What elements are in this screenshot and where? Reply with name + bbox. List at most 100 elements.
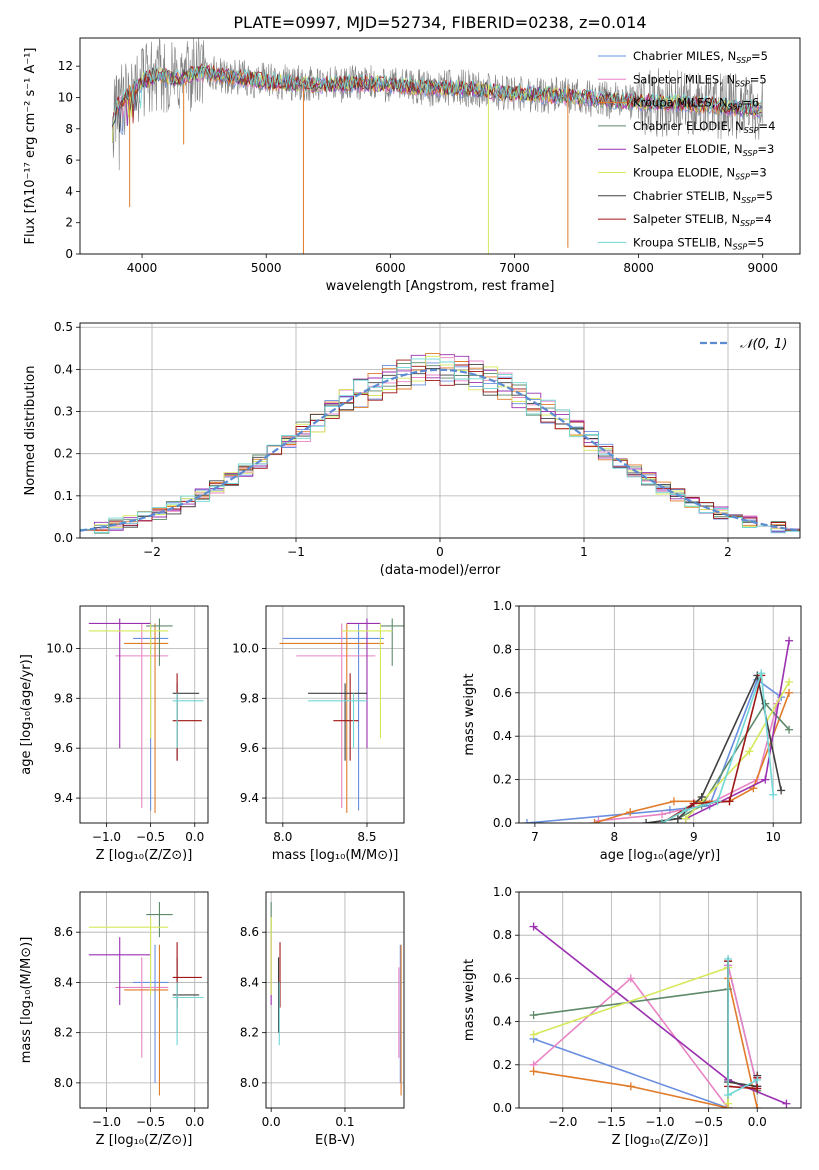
y-tick-label: 0.2 xyxy=(54,447,73,461)
mass-vs-metallicity-panel: −1.0 −0.5 0.0 8.0 8.2 8.4 8.6 Z [log₁₀(Z/Z⊙)] ma… xyxy=(19,891,209,1148)
y-tick-label: 8.0 xyxy=(240,1076,259,1090)
x-tick-label: 9 xyxy=(690,830,698,844)
legend-entry-kroupa-stelib: Kroupa STELIB, NSSP=5 xyxy=(633,235,764,251)
data-point xyxy=(724,1091,733,1100)
data-point xyxy=(626,1082,635,1091)
x-axis-label: Z [log₁₀(Z/Z⊙)] xyxy=(96,1133,193,1148)
data-point xyxy=(657,819,666,823)
data-point xyxy=(777,786,786,795)
y-tick-label: 0.8 xyxy=(493,642,512,656)
x-tick-label: 4000 xyxy=(127,261,158,275)
y-tick-label: 0.8 xyxy=(493,928,512,942)
y-tick-label: 4 xyxy=(65,184,73,198)
series-kroupa-miles xyxy=(529,974,762,1108)
plot-area xyxy=(279,618,404,814)
y-tick-label: 0 xyxy=(65,247,73,261)
y-tick-label: 0.6 xyxy=(493,971,512,985)
x-tick-label: 8000 xyxy=(623,261,654,275)
y-tick-label: 0.0 xyxy=(493,816,512,830)
legend-entry-salpeter-miles: Salpeter MILES, NSSP=5 xyxy=(633,72,767,88)
error-cross-kroupa-elodie xyxy=(88,623,169,739)
y-tick-label: 9.8 xyxy=(240,691,259,705)
x-tick-label: −1.0 xyxy=(645,1115,674,1129)
x-tick-label: −2 xyxy=(143,545,161,559)
y-axis-label: Flux [fλ10⁻¹⁷ erg cm⁻² s⁻¹ A⁻¹] xyxy=(23,48,38,245)
error-cross-kroupa-stelib xyxy=(308,693,367,749)
spectrum-legend: Chabrier MILES, NSSP=5 Salpeter MILES, NS… xyxy=(598,49,775,251)
y-tick-label: 8.2 xyxy=(54,1026,73,1040)
y-tick-label: 0.2 xyxy=(493,773,512,787)
x-axis-label: age [log₁₀(age/yr)] xyxy=(600,848,721,863)
x-tick-label: −2.0 xyxy=(548,1115,577,1129)
error-cross-salpeter-miles xyxy=(296,623,376,809)
y-tick-label: 6 xyxy=(65,153,73,167)
y-tick-label: 10 xyxy=(58,90,73,104)
legend-entry-kroupa-miles: Kroupa MILES, NSSP=6 xyxy=(633,96,759,112)
data-point xyxy=(529,1011,538,1020)
y-tick-label: 0.1 xyxy=(54,489,73,503)
series-line xyxy=(533,965,758,1108)
data-point xyxy=(669,797,678,806)
y-tick-label: 10.0 xyxy=(232,641,259,655)
y-tick-label: 8.4 xyxy=(54,975,73,989)
x-tick-label: 0.0 xyxy=(748,1115,767,1129)
data-point xyxy=(529,1030,538,1039)
y-axis-label: mass weight xyxy=(462,959,477,1041)
x-tick-label: −1 xyxy=(287,545,305,559)
x-tick-label: 8.5 xyxy=(357,830,376,844)
axes-frame xyxy=(79,605,209,824)
plot-area xyxy=(88,902,204,1096)
legend-entry-chabrier-elodie: Chabrier ELODIE, NSSP=4 xyxy=(633,119,775,135)
x-tick-label: −0.5 xyxy=(694,1115,723,1129)
model-spectrum-line-chabrier-elodie xyxy=(111,65,763,128)
series-kroupa-stelib xyxy=(657,669,778,823)
data-point xyxy=(657,810,666,819)
error-cross-chabrier-miles xyxy=(282,623,384,811)
y-tick-label: 1.0 xyxy=(493,885,512,899)
x-axis-label: E(B-V) xyxy=(315,1133,355,1148)
age-vs-metallicity-panel: −1.0 −0.5 0.0 9.4 9.6 9.8 10.0 Z [log₁₀(Z/Z⊙)] a… xyxy=(19,605,209,863)
data-point xyxy=(642,819,651,823)
axes-frame xyxy=(79,37,801,255)
y-axis-label: mass [log₁₀(M/M⊙)] xyxy=(19,937,34,1064)
data-point xyxy=(681,814,690,823)
x-tick-label: −0.5 xyxy=(136,830,165,844)
mass-vs-ebv-panel: 0.0 0.1 8.0 8.2 8.4 8.6 E(B-V) xyxy=(240,891,405,1148)
error-cross-kroupa-stelib xyxy=(172,982,204,1046)
y-tick-label: 8.6 xyxy=(240,925,259,939)
normal-distribution-curve xyxy=(80,368,800,532)
x-tick-label: −1.0 xyxy=(92,830,121,844)
data-point xyxy=(681,805,690,814)
y-tick-label: 0.2 xyxy=(493,1058,512,1072)
x-tick-label: 7000 xyxy=(499,261,530,275)
x-tick-label: 7 xyxy=(531,830,539,844)
y-axis-label: Normed distribution xyxy=(23,366,38,496)
series-kroupa-elodie xyxy=(681,677,794,823)
mass-weight-vs-age-panel: 7 8 9 10 0.0 0.2 0.4 0.6 0.8 1.0 age [log₁₀(age/yr… xyxy=(462,599,802,863)
error-cross-kroupa-elodie xyxy=(341,623,393,739)
x-tick-label: 0.1 xyxy=(335,1115,354,1129)
legend-entry-kroupa-elodie: Kroupa ELODIE, NSSP=3 xyxy=(633,166,767,182)
y-tick-label: 9.6 xyxy=(54,741,73,755)
y-tick-label: 0.5 xyxy=(54,320,73,334)
x-tick-label: −1.5 xyxy=(597,1115,626,1129)
residual-histogram-panel: −2 −1 0 1 2 0.0 0.1 0.2 0.3 0.4 0.5 (data-model)/er… xyxy=(23,320,801,578)
error-cross-chabrier-stelib xyxy=(308,683,367,761)
axes-frame xyxy=(79,891,209,1109)
plot-area xyxy=(529,922,791,1108)
histogram-step-chabrier-stelib xyxy=(80,363,800,532)
error-cross-kroupa-miles xyxy=(124,623,169,814)
x-tick-label: −1.0 xyxy=(92,1115,121,1129)
data-point xyxy=(785,725,794,734)
series-salpeter-elodie xyxy=(681,636,794,823)
x-axis-label: Z [log₁₀(Z/Z⊙)] xyxy=(612,1133,709,1148)
data-point xyxy=(590,819,599,823)
model-spectrum-line-kroupa-stelib xyxy=(111,65,763,125)
legend-entry-normal: 𝒩(0, 1) xyxy=(740,337,787,352)
axes-frame xyxy=(265,891,405,1109)
series-kroupa-stelib xyxy=(724,954,762,1100)
y-tick-label: 8.6 xyxy=(54,925,73,939)
y-tick-label: 9.6 xyxy=(240,741,259,755)
y-axis-label: age [log₁₀(age/yr)] xyxy=(19,654,34,775)
